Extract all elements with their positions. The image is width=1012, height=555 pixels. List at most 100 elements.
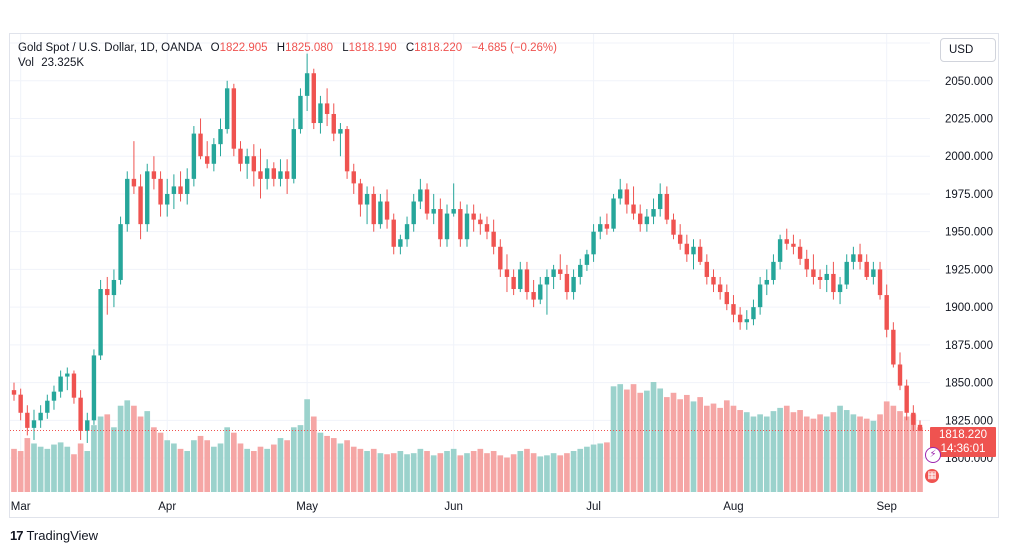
candle-body: [211, 144, 217, 164]
volume-bar: [17, 451, 24, 492]
volume-bar: [264, 448, 270, 492]
y-tick-label: 2050.000: [945, 76, 993, 88]
volume-bar: [604, 442, 610, 492]
candle-body: [591, 231, 596, 255]
volume-bar: [577, 448, 584, 492]
volume-bar: [410, 453, 417, 492]
volume-bar: [144, 411, 151, 492]
candle-body: [531, 292, 536, 300]
candle-body: [165, 193, 170, 205]
calendar-icon[interactable]: ▦: [925, 469, 939, 483]
x-tick-label: Apr: [158, 501, 176, 513]
candle-body: [724, 292, 730, 305]
candle-body: [71, 373, 77, 398]
volume-bar: [111, 427, 117, 492]
volume-bar: [617, 384, 624, 492]
candle-body: [65, 373, 70, 377]
candle-body: [844, 261, 849, 285]
volume-bar: [510, 454, 517, 492]
candle-body: [771, 261, 776, 280]
volume-bar: [783, 405, 790, 492]
volume-bar: [137, 416, 144, 492]
candle-body: [498, 246, 503, 270]
volume-bar: [863, 418, 870, 492]
high-value: 1825.080: [285, 42, 334, 54]
candle-body: [25, 412, 30, 428]
x-tick-label: May: [296, 501, 318, 513]
volume-bar: [610, 386, 617, 492]
candle-body: [704, 261, 710, 277]
candle-body: [697, 246, 703, 262]
volume-bar: [910, 414, 917, 492]
candle-body: [98, 289, 103, 356]
volume-bar: [430, 455, 437, 492]
volume-bar: [290, 427, 297, 492]
volume-bar: [191, 440, 197, 492]
volume-bar: [64, 446, 71, 492]
y-tick-label: 1825.000: [945, 415, 993, 427]
volume-bar: [684, 394, 690, 492]
volume-bar: [11, 448, 17, 492]
y-tick-label: 1875.000: [945, 340, 993, 352]
volume-bar: [244, 448, 250, 492]
candle-body: [438, 209, 443, 240]
volume-bar: [897, 411, 903, 492]
footer-brand[interactable]: 17 TradingView: [10, 528, 98, 543]
volume-bar: [830, 412, 837, 492]
candle-body: [58, 376, 63, 392]
candle-body: [904, 385, 909, 413]
volume-bar: [484, 453, 490, 492]
candle-body: [458, 209, 463, 240]
candle-body: [191, 133, 197, 179]
volume-bar: [877, 414, 883, 492]
candle-body: [105, 289, 110, 296]
lightning-icon[interactable]: ⚡: [925, 447, 941, 463]
candle-body: [578, 264, 583, 277]
volume-label: Vol: [18, 57, 34, 69]
candle-body: [864, 261, 869, 277]
volume-bar: [377, 453, 384, 492]
candle-body: [364, 193, 370, 205]
y-tick-label: 1850.000: [945, 378, 993, 390]
candle-body: [418, 189, 423, 202]
candle-body: [358, 183, 363, 205]
volume-bar: [850, 414, 857, 492]
volume-bar: [477, 448, 484, 492]
candle-body: [564, 273, 570, 293]
volume-bar: [117, 405, 124, 492]
volume-bar: [584, 446, 590, 492]
x-tick-label: Jul: [586, 501, 601, 513]
volume-bar: [530, 453, 537, 492]
volume-bar: [670, 392, 677, 492]
volume-bar: [690, 401, 697, 492]
volume-bar: [397, 451, 404, 492]
volume-bar: [857, 416, 863, 492]
candle-body: [571, 276, 576, 293]
candle-body: [811, 269, 816, 277]
volume-bar: [51, 444, 57, 492]
volume-bar: [344, 440, 350, 492]
volume-bar: [490, 451, 497, 492]
volume-bar: [131, 405, 137, 492]
volume-bar: [703, 405, 710, 492]
candle-body: [45, 400, 50, 413]
candle-body: [171, 186, 177, 194]
candle-body: [264, 168, 270, 179]
volume-bar: [184, 451, 191, 492]
volume-bar: [231, 432, 237, 492]
y-tick-label: 1975.000: [945, 189, 993, 201]
volume-bar: [730, 405, 737, 492]
candle-body: [324, 103, 330, 114]
candle-body: [711, 276, 716, 285]
volume-bar: [677, 399, 684, 492]
candle-body: [411, 201, 416, 225]
currency-button[interactable]: USD: [940, 38, 996, 62]
candle-body: [484, 224, 490, 232]
volume-bar: [277, 438, 284, 492]
candle-body: [717, 284, 723, 293]
candle-body: [391, 219, 396, 247]
candle-body: [138, 186, 143, 225]
candle-body: [278, 171, 283, 179]
volume-bar: [837, 405, 843, 492]
